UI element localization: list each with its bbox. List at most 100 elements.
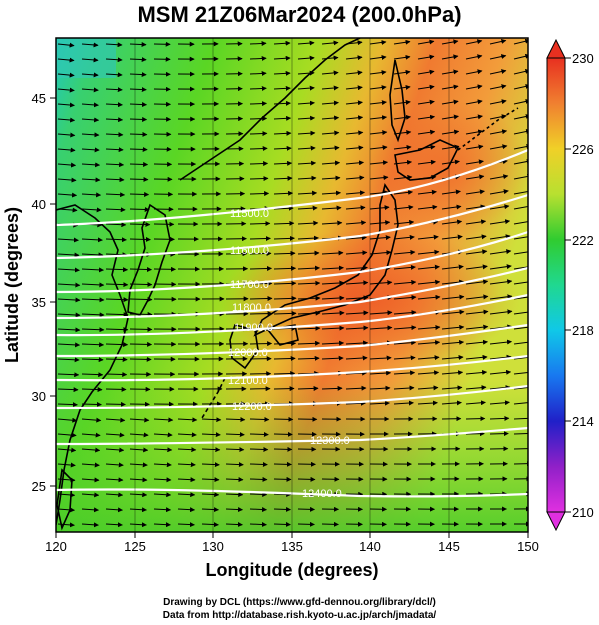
wind-vector [249, 40, 267, 46]
wind-vector [249, 507, 268, 513]
wind-vector [225, 507, 244, 513]
wind-vector [129, 221, 151, 227]
wind-vector [57, 402, 78, 408]
wind-vector [297, 100, 315, 106]
wind-vector [105, 57, 123, 63]
wind-vector [369, 70, 387, 76]
wind-vector [321, 250, 344, 256]
wind-vector [369, 54, 387, 60]
wind-vector [489, 99, 507, 105]
x-tick-label: 140 [359, 539, 381, 554]
wind-vector [513, 371, 528, 375]
wind-vector [81, 192, 102, 198]
y-tick-label: 35 [32, 295, 46, 310]
wind-vector [369, 370, 392, 376]
wind-vector [273, 220, 295, 226]
wind-vector [369, 235, 391, 241]
wind-vector [441, 324, 465, 330]
wind-vector [345, 70, 363, 76]
wind-vector [345, 100, 363, 106]
wind-vector [321, 205, 342, 211]
x-tick-labels: 120 125 130 135 140 145 150 [45, 539, 539, 554]
wind-vector [297, 190, 318, 196]
colorbar-tick-label: 230 [572, 51, 594, 66]
wind-vector [105, 42, 123, 48]
wind-vector [417, 370, 440, 376]
wind-vector [441, 204, 462, 210]
wind-vector [57, 312, 81, 318]
wind-vector [81, 57, 99, 63]
wind-vector [465, 39, 483, 45]
wind-vector [273, 40, 291, 46]
wind-vector [441, 189, 461, 195]
wind-vector [297, 85, 315, 91]
wind-vector [513, 311, 528, 315]
wind-vector [177, 477, 196, 483]
wind-vector [417, 189, 437, 195]
wind-vector [393, 69, 411, 75]
wind-vector [249, 522, 267, 528]
wind-vector [249, 461, 268, 467]
contour-labels: 11500.0 11600.0 11700.0 11800.0 11900.0 … [228, 208, 350, 500]
wind-vector [321, 340, 345, 346]
wind-vector [417, 279, 441, 285]
wind-vector [417, 294, 441, 300]
wind-vector [345, 235, 367, 241]
wind-vector [81, 282, 105, 288]
wind-vector [465, 294, 489, 300]
wind-vector [369, 310, 393, 316]
wind-vector [489, 189, 509, 195]
wind-vector [441, 84, 459, 90]
wind-vector [153, 432, 173, 438]
colorbar-top-arrow [546, 38, 566, 59]
wind-vector [81, 207, 102, 213]
wind-vector [57, 117, 76, 123]
wind-vector [369, 115, 388, 121]
wind-vector [513, 159, 528, 165]
wind-vector [249, 431, 269, 437]
wind-vector [81, 507, 100, 513]
wind-vector [489, 54, 507, 60]
wind-vector [81, 342, 105, 348]
contour-label: 12100.0 [228, 375, 268, 387]
wind-vector [465, 219, 487, 225]
wind-vector [57, 447, 77, 453]
coastline-china [56, 204, 129, 526]
wind-vector [465, 144, 484, 150]
wind-vector [81, 522, 99, 528]
colorbar-tick-label: 218 [572, 323, 594, 338]
wind-vector [273, 476, 292, 482]
wind-vector [105, 447, 125, 453]
wind-vector [81, 72, 99, 78]
wind-vector [297, 160, 317, 166]
wind-vector [393, 340, 417, 346]
wind-vector [393, 204, 414, 210]
x-axis-label: Longitude (degrees) [205, 560, 378, 580]
wind-vector [465, 129, 484, 135]
wind-vector [225, 432, 245, 438]
wind-vector [81, 132, 100, 138]
wind-vector [129, 462, 148, 468]
wind-vector [489, 369, 512, 375]
wind-vector [81, 387, 103, 393]
wind-vector [153, 477, 172, 483]
wind-vector [57, 132, 76, 138]
wind-vector [297, 280, 321, 286]
wind-vector [345, 190, 366, 196]
wind-vector [249, 85, 267, 91]
wind-vector [393, 99, 411, 105]
wind-vector [321, 325, 345, 331]
wind-vector [105, 327, 129, 333]
wind-vector [249, 446, 269, 452]
wind-vector [249, 161, 269, 167]
wind-vector [177, 492, 196, 498]
wind-vector [81, 252, 104, 258]
y-tick-label: 45 [32, 91, 46, 106]
wind-vector [441, 219, 463, 225]
wind-vector [57, 507, 76, 513]
wind-vector [441, 264, 464, 270]
wind-vector [81, 477, 100, 483]
x-tick-label: 135 [281, 539, 303, 554]
wind-vector [273, 461, 292, 467]
wind-vector [297, 55, 315, 61]
